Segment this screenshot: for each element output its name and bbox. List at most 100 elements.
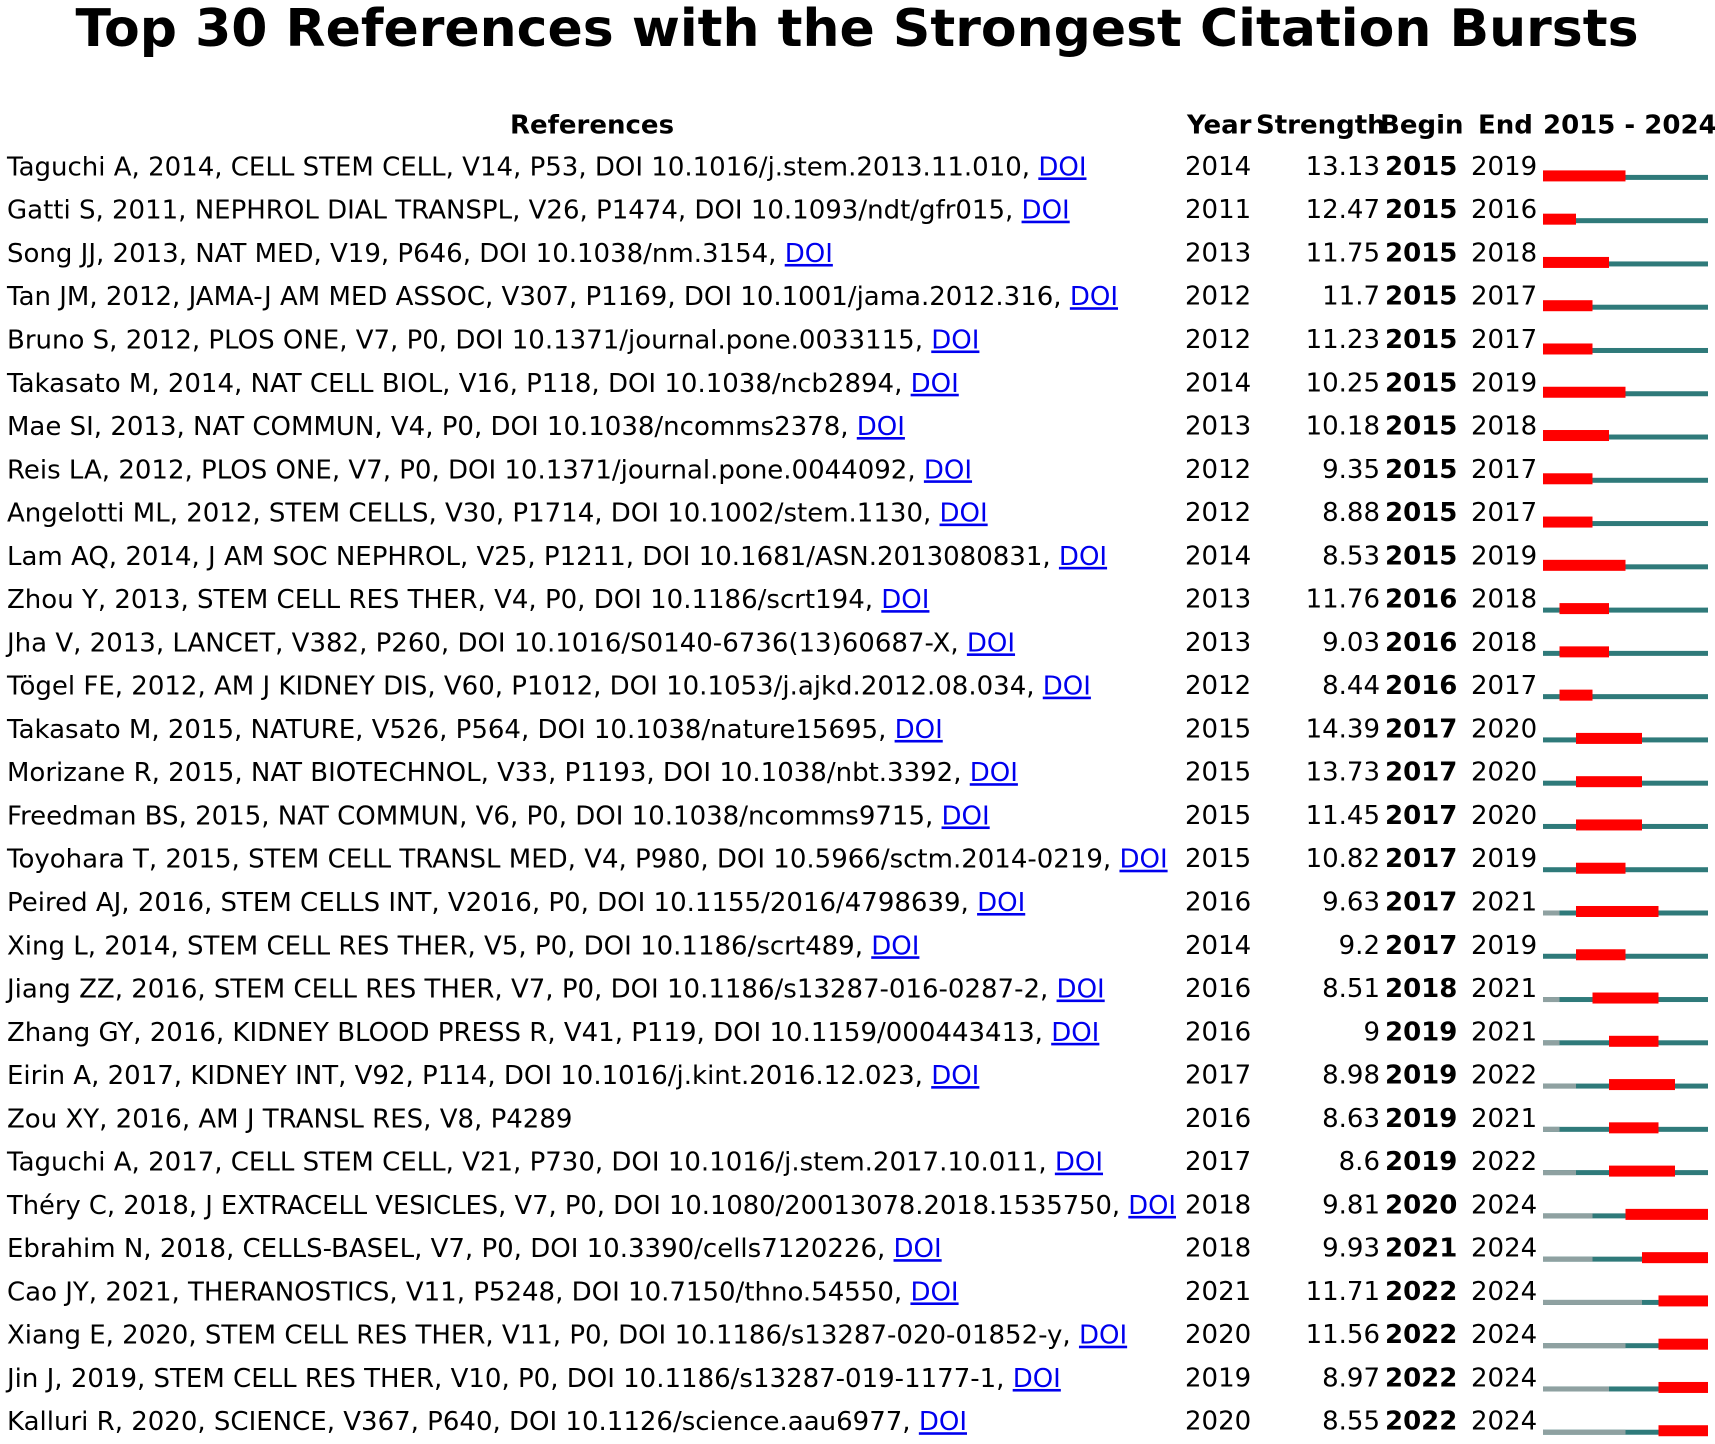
doi-link[interactable]: DOI — [919, 1407, 967, 1437]
burst-bar — [1559, 646, 1609, 658]
reference-text: Toyohara T, 2015, STEM CELL TRANSL MED, … — [6, 844, 1119, 874]
doi-link[interactable]: DOI — [894, 1234, 942, 1264]
doi-link[interactable]: DOI — [1119, 844, 1167, 874]
doi-link[interactable]: DOI — [1128, 1190, 1176, 1220]
timeline-track — [1543, 521, 1708, 527]
end: 2024 — [1471, 1407, 1537, 1437]
begin: 2019 — [1385, 1147, 1457, 1177]
year: 2018 — [1185, 1190, 1251, 1220]
reference-text: Takasato M, 2015, NATURE, V526, P564, DO… — [6, 714, 895, 744]
reference-text: Reis LA, 2012, PLOS ONE, V7, P0, DOI 10.… — [7, 455, 924, 485]
reference: Song JJ, 2013, NAT MED, V19, P646, DOI 1… — [7, 238, 833, 268]
pre-publication — [1543, 1256, 1593, 1262]
burst-bar — [1543, 516, 1593, 528]
begin: 2022 — [1385, 1320, 1457, 1350]
burst-bar — [1592, 992, 1659, 1004]
doi-link[interactable]: DOI — [1055, 1147, 1103, 1177]
end: 2017 — [1471, 671, 1537, 701]
doi-link[interactable]: DOI — [1022, 195, 1070, 225]
end: 2019 — [1471, 152, 1537, 182]
burst-bar — [1658, 1381, 1708, 1393]
doi-link[interactable]: DOI — [785, 238, 833, 268]
begin: 2017 — [1385, 931, 1457, 961]
doi-link[interactable]: DOI — [1051, 1017, 1099, 1047]
doi-link[interactable]: DOI — [942, 801, 990, 831]
burst-bar — [1543, 386, 1626, 398]
strength: 11.56 — [1306, 1320, 1380, 1350]
end: 2019 — [1471, 368, 1537, 398]
end: 2019 — [1471, 541, 1537, 571]
end: 2020 — [1471, 758, 1537, 788]
end: 2021 — [1471, 887, 1537, 917]
reference: Eirin A, 2017, KIDNEY INT, V92, P114, DO… — [7, 1061, 979, 1091]
doi-link[interactable]: DOI — [1070, 282, 1118, 312]
burst-bar — [1658, 1295, 1708, 1307]
end: 2024 — [1471, 1190, 1537, 1220]
burst-bar — [1609, 1079, 1675, 1091]
year: 2020 — [1185, 1320, 1251, 1350]
begin: 2022 — [1385, 1363, 1457, 1393]
doi-link[interactable]: DOI — [940, 498, 988, 528]
doi-link[interactable]: DOI — [1013, 1363, 1061, 1393]
doi-link[interactable]: DOI — [1057, 974, 1105, 1004]
strength: 8.63 — [1322, 1104, 1380, 1134]
doi-link[interactable]: DOI — [977, 887, 1025, 917]
begin: 2015 — [1385, 238, 1457, 268]
doi-link[interactable]: DOI — [911, 368, 959, 398]
reference: Lam AQ, 2014, J AM SOC NEPHROL, V25, P12… — [7, 541, 1107, 571]
end: 2019 — [1471, 844, 1537, 874]
doi-link[interactable]: DOI — [1043, 671, 1091, 701]
strength: 9.63 — [1322, 887, 1380, 917]
pre-publication — [1543, 1126, 1560, 1132]
strength: 11.45 — [1306, 801, 1380, 831]
burst-bar — [1625, 1208, 1708, 1220]
doi-link[interactable]: DOI — [1079, 1320, 1127, 1350]
doi-link[interactable]: DOI — [924, 455, 972, 485]
begin: 2019 — [1385, 1017, 1457, 1047]
end: 2024 — [1471, 1363, 1537, 1393]
doi-link[interactable]: DOI — [910, 1277, 958, 1307]
reference: Jin J, 2019, STEM CELL RES THER, V10, P0… — [5, 1363, 1061, 1393]
burst-bar — [1658, 1425, 1708, 1437]
timeline-track — [1543, 477, 1708, 483]
end: 2021 — [1471, 1017, 1537, 1047]
burst-bar — [1543, 300, 1593, 312]
strength: 14.39 — [1306, 714, 1380, 744]
doi-link[interactable]: DOI — [1038, 152, 1086, 182]
reference: Angelotti ML, 2012, STEM CELLS, V30, P17… — [7, 498, 988, 528]
doi-link[interactable]: DOI — [895, 714, 943, 744]
doi-link[interactable]: DOI — [857, 412, 905, 442]
doi-link[interactable]: DOI — [970, 758, 1018, 788]
reference-text: Jin J, 2019, STEM CELL RES THER, V10, P0… — [5, 1363, 1013, 1393]
reference: Xiang E, 2020, STEM CELL RES THER, V11, … — [7, 1320, 1127, 1350]
doi-link[interactable]: DOI — [1059, 541, 1107, 571]
doi-link[interactable]: DOI — [931, 325, 979, 355]
begin: 2020 — [1385, 1190, 1457, 1220]
year: 2012 — [1185, 325, 1251, 355]
doi-link[interactable]: DOI — [881, 585, 929, 615]
doi-link[interactable]: DOI — [871, 931, 919, 961]
pre-publication — [1543, 1343, 1626, 1349]
doi-link[interactable]: DOI — [967, 628, 1015, 658]
year: 2016 — [1185, 887, 1251, 917]
reference: Tögel FE, 2012, AM J KIDNEY DIS, V60, P1… — [6, 671, 1091, 701]
burst-bar — [1609, 1035, 1659, 1047]
doi-link[interactable]: DOI — [931, 1061, 979, 1091]
begin: 2015 — [1385, 541, 1457, 571]
header-strength: Strength — [1256, 111, 1386, 141]
pre-publication — [1543, 1213, 1593, 1219]
begin: 2016 — [1385, 585, 1457, 615]
strength: 13.73 — [1306, 758, 1380, 788]
reference-text: Tan JM, 2012, JAMA-J AM MED ASSOC, V307,… — [6, 282, 1070, 312]
burst-bar — [1576, 732, 1642, 744]
reference-text: Kalluri R, 2020, SCIENCE, V367, P640, DO… — [7, 1407, 919, 1437]
reference-text: Lam AQ, 2014, J AM SOC NEPHROL, V25, P12… — [7, 541, 1059, 571]
burst-bar — [1559, 603, 1609, 615]
reference: Peired AJ, 2016, STEM CELLS INT, V2016, … — [7, 887, 1025, 917]
year: 2015 — [1185, 758, 1251, 788]
reference-text: Xing L, 2014, STEM CELL RES THER, V5, P0… — [7, 931, 871, 961]
strength: 10.25 — [1306, 368, 1380, 398]
end: 2021 — [1471, 1104, 1537, 1134]
